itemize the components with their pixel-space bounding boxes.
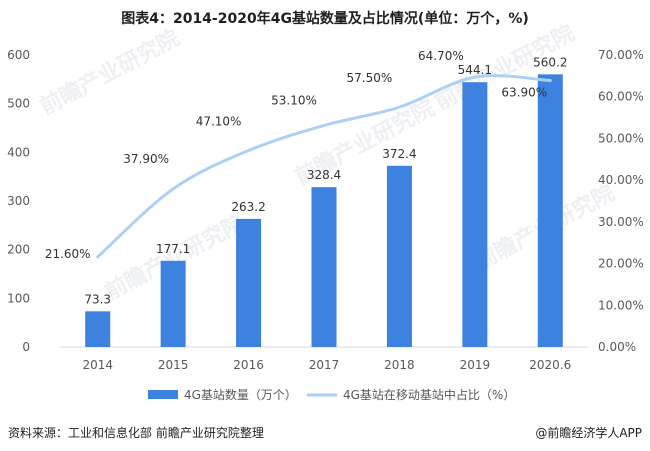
- bar: [160, 260, 186, 347]
- right-axis-tick-label: 30.00%: [598, 215, 644, 229]
- svg-text:前瞻产业研究院: 前瞻产业研究院: [36, 25, 184, 120]
- x-axis-tick-label: 2018: [384, 358, 415, 372]
- right-axis-tick-label: 10.00%: [598, 298, 644, 312]
- bar-data-label: 263.2: [231, 200, 265, 214]
- bar-data-label: 177.1: [156, 242, 190, 256]
- right-axis-tick-label: 0.00%: [598, 340, 636, 354]
- right-axis-tick-label: 40.00%: [598, 173, 644, 187]
- x-axis-tick-label: 2019: [460, 358, 491, 372]
- bar: [462, 82, 488, 348]
- source-note: 资料来源：工业和信息化部 前瞻产业研究院整理: [8, 426, 264, 440]
- x-axis-tick-label: 2016: [233, 358, 264, 372]
- x-axis-tick-label: 2014: [82, 358, 113, 372]
- line-data-label: 63.90%: [501, 85, 547, 99]
- line-data-label: 47.10%: [196, 115, 242, 129]
- left-axis-tick-label: 0: [22, 340, 30, 354]
- left-axis-tick-label: 300: [7, 194, 30, 208]
- chart-title: 图表4：2014-2020年4G基站数量及占比情况(单位：万个，%): [121, 11, 529, 27]
- bar: [537, 74, 563, 348]
- right-axis-tick-label: 20.00%: [598, 257, 644, 271]
- bar: [85, 311, 111, 347]
- left-axis-tick-label: 600: [7, 48, 30, 62]
- bar-data-label: 544.1: [458, 63, 492, 77]
- bar-data-label: 372.4: [382, 147, 416, 161]
- left-axis-tick-label: 200: [7, 243, 30, 257]
- left-axis-tick-label: 500: [7, 97, 30, 111]
- bar-series: [85, 74, 563, 348]
- bar-data-labels: 73.3 177.1 263.2 328.4 372.4 544.1 560.2: [84, 55, 567, 306]
- legend-line-label: 4G基站在移动基站中占比（%）: [343, 387, 515, 402]
- bar: [386, 165, 412, 347]
- bar-data-label: 560.2: [533, 55, 567, 69]
- right-axis-tick-label: 60.00%: [598, 90, 644, 104]
- line-data-labels: 21.60% 37.90% 47.10% 53.10% 57.50% 64.70% 63.9…: [45, 49, 547, 261]
- legend-bar-label: 4G基站数量（万个）: [184, 387, 297, 402]
- right-axis: 0.00% 10.00% 20.00% 30.00% 40.00% 50.00% 60.00…: [598, 48, 644, 354]
- legend: 4G基站数量（万个） 4G基站在移动基站中占比（%）: [148, 387, 515, 402]
- line-data-label: 21.60%: [45, 247, 91, 261]
- right-axis-tick-label: 50.00%: [598, 131, 644, 145]
- bar-data-label: 73.3: [84, 292, 111, 306]
- bar-data-label: 328.4: [307, 168, 341, 182]
- x-axis-tick-label: 2017: [309, 358, 340, 372]
- bar: [311, 187, 337, 347]
- legend-bar-swatch: [148, 390, 178, 399]
- bar: [236, 218, 262, 347]
- left-axis: 0 100 200 300 400 500 600: [7, 48, 30, 354]
- right-axis-tick-label: 70.00%: [598, 48, 644, 62]
- brand-note: @前瞻经济学人APP: [535, 426, 642, 440]
- line-data-label: 64.70%: [418, 49, 464, 63]
- line-data-label: 37.90%: [123, 152, 169, 166]
- left-axis-tick-label: 100: [7, 291, 30, 305]
- x-axis-tick-label: 2020.6: [529, 358, 571, 372]
- line-data-label: 57.50%: [347, 71, 393, 85]
- line-data-label: 53.10%: [271, 93, 317, 107]
- x-axis-labels: 2014 2015 2016 2017 2018 2019 2020.6: [82, 358, 571, 372]
- x-axis-tick-label: 2015: [158, 358, 189, 372]
- share-line-series: [96, 74, 552, 259]
- left-axis-tick-label: 400: [7, 145, 30, 159]
